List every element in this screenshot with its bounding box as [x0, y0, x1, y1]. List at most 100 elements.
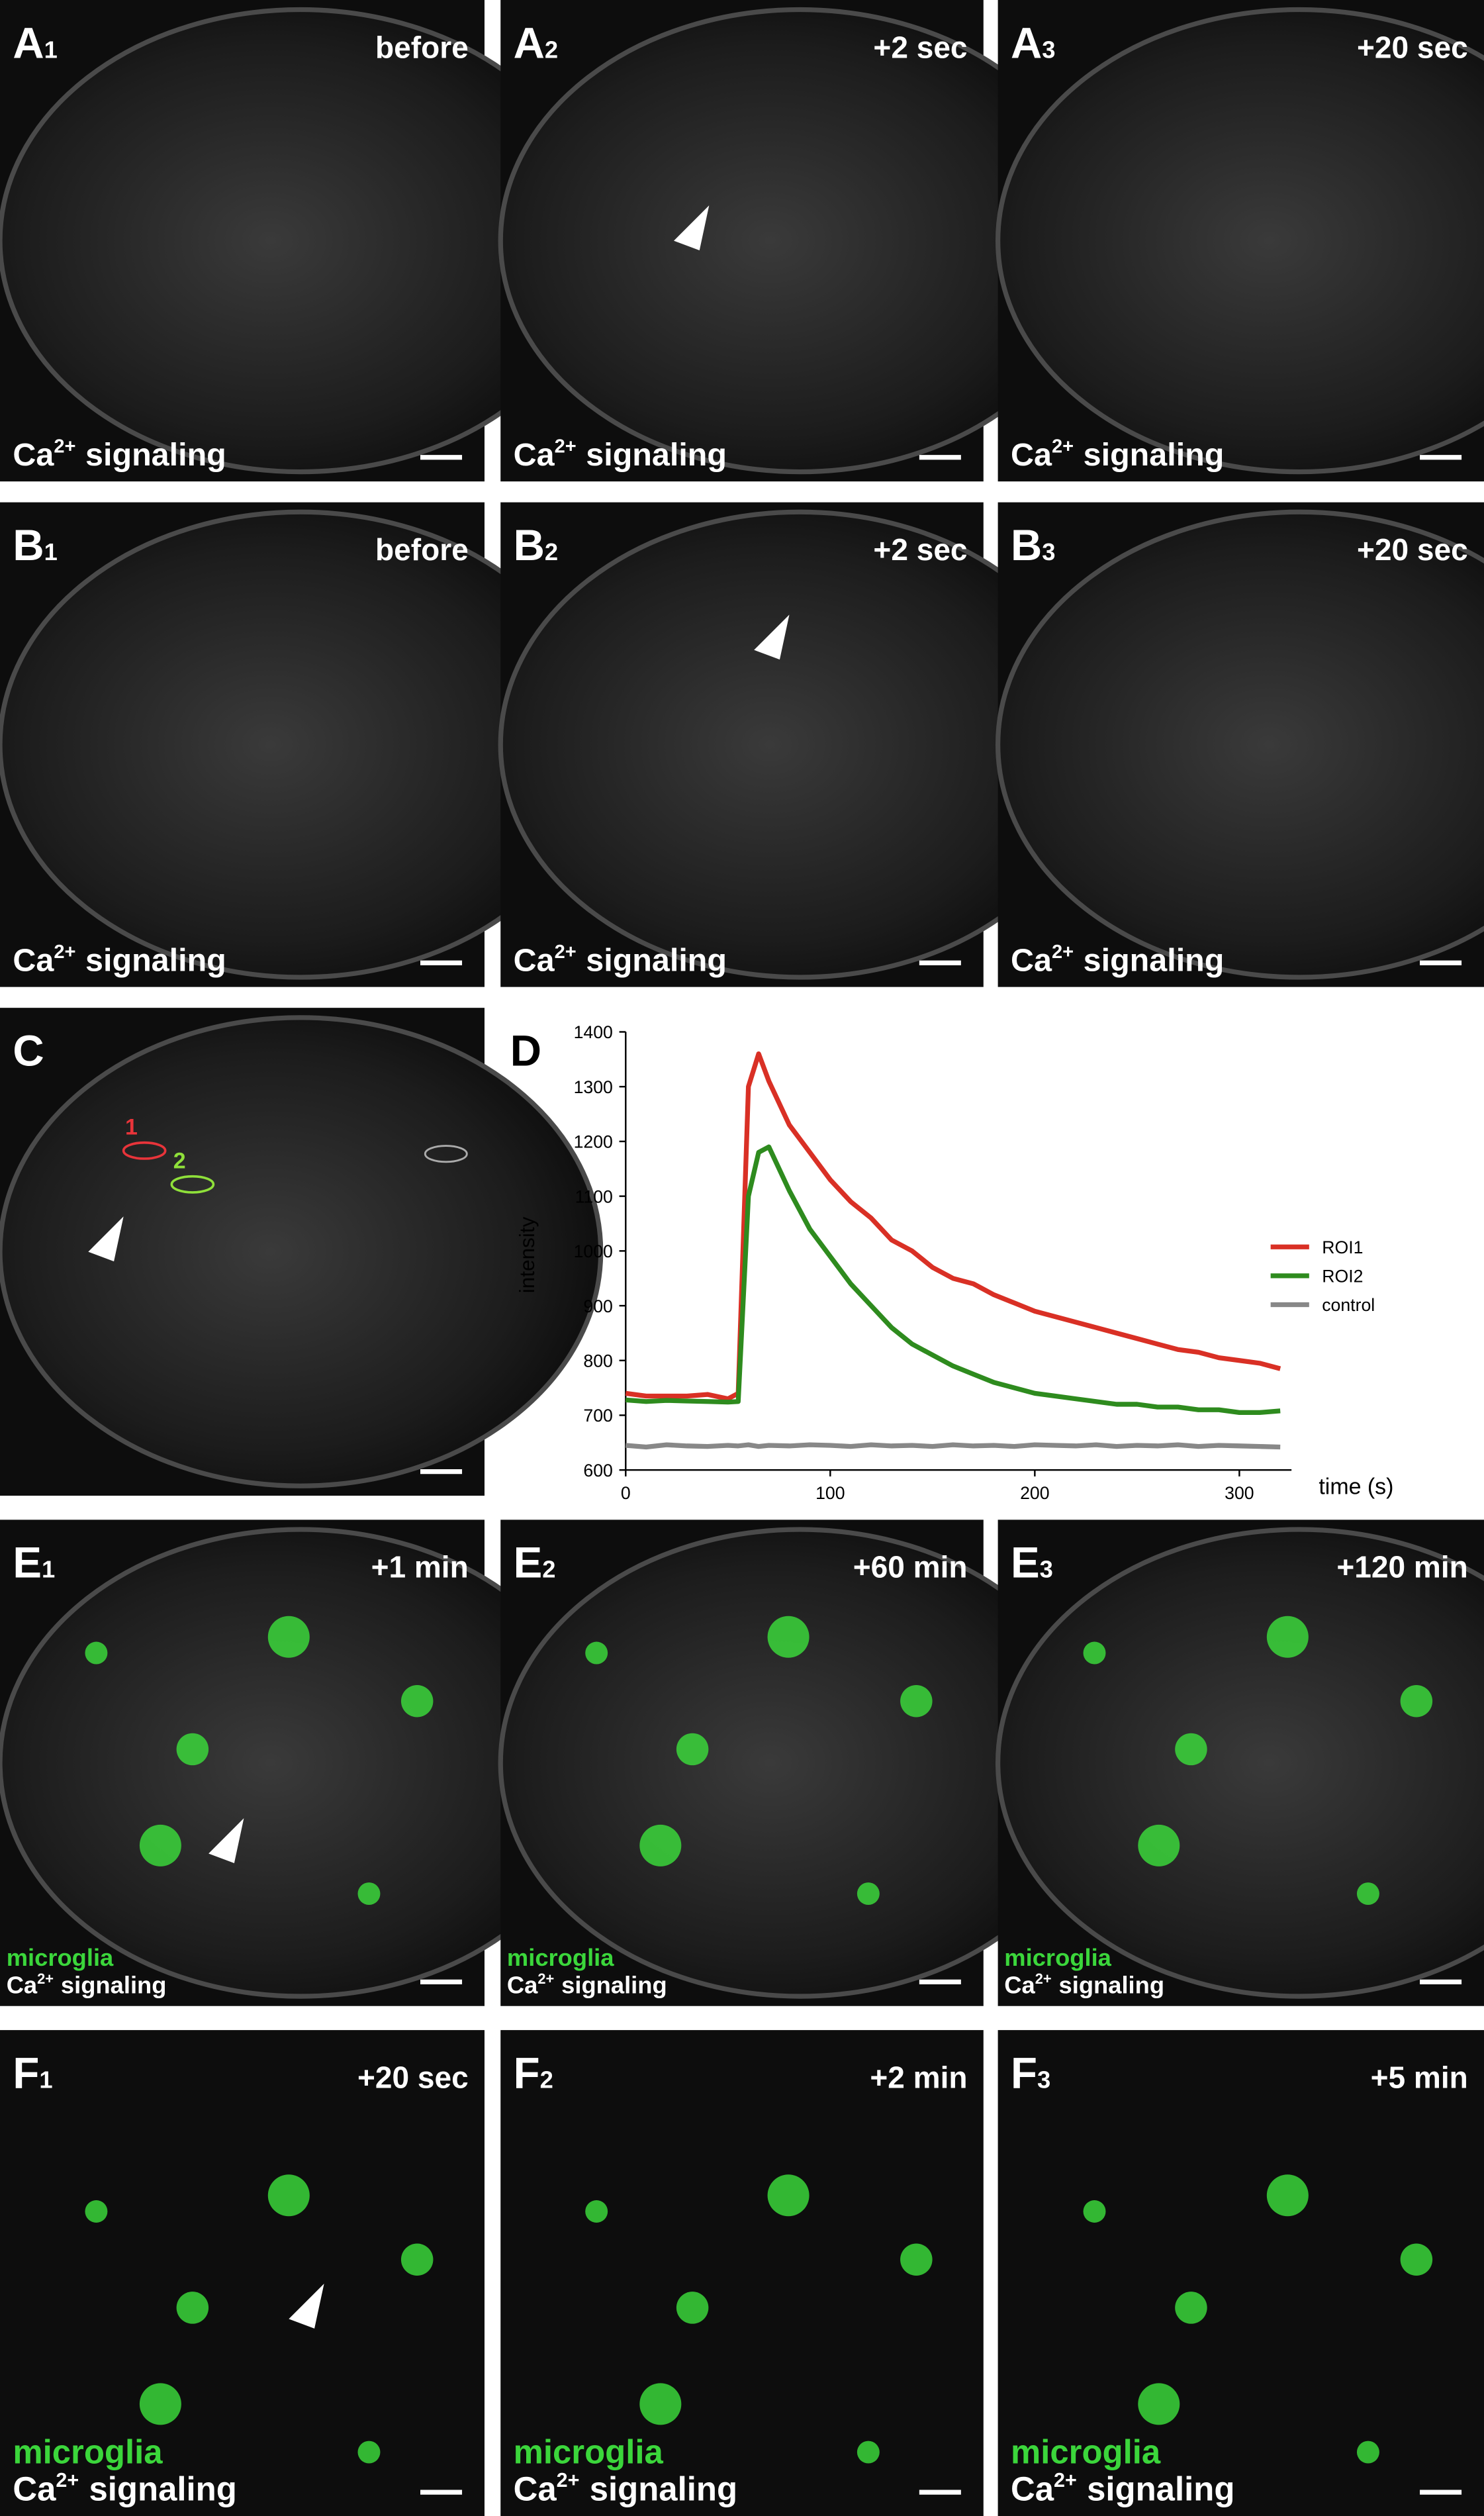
panel-index: 1: [44, 36, 58, 63]
y-tick-label: 900: [583, 1296, 612, 1316]
microglia-cell: [1356, 2441, 1379, 2464]
caption-ion: Ca: [507, 1971, 538, 1998]
panel-label: E2: [514, 1539, 556, 1587]
microglia-cell: [639, 2383, 682, 2425]
panel-index: 1: [42, 1556, 55, 1583]
caption-ion: Ca: [514, 437, 555, 473]
y-tick-label: 1200: [574, 1132, 613, 1152]
caption: Ca2+ signaling: [13, 942, 226, 978]
panel-index: 2: [545, 36, 558, 63]
caption-charge: 2+: [1035, 1970, 1052, 1987]
panel-label: A1: [13, 19, 57, 67]
series-line: [625, 1144, 1281, 1415]
caption-word: signaling: [1084, 942, 1225, 978]
time-label: +5 min: [1371, 2060, 1468, 2094]
panel-label: A3: [1011, 19, 1055, 67]
caption: Ca2+ signaling: [1011, 942, 1224, 978]
panel-letter: F: [514, 2049, 540, 2097]
micrograph: [0, 2030, 485, 2516]
panel-letter: A: [1011, 19, 1042, 67]
time-label: +2 sec: [873, 30, 967, 64]
panel: A3 +20 sec Ca2+ signaling: [996, 0, 1484, 482]
caption-charge: 2+: [537, 1970, 554, 1987]
time-label: +1 min: [371, 1550, 469, 1584]
panel-letter: A: [514, 19, 545, 67]
x-tick-label: 100: [815, 1483, 845, 1503]
caption-word: signaling: [561, 1971, 667, 1998]
microglia-cell: [585, 1641, 608, 1665]
caption: Ca2+ signaling: [514, 436, 727, 473]
caption-charge: 2+: [54, 436, 75, 458]
legend-label: ROI2: [1322, 1267, 1363, 1286]
arrowhead: [209, 1818, 244, 1864]
x-axis-label: time (s): [1319, 1475, 1393, 1500]
microglia-cell: [857, 1882, 880, 1906]
microglia-cell: [85, 2200, 108, 2223]
microglia-cell: [267, 1616, 310, 1658]
caption: Ca2+ signaling: [507, 1970, 667, 1999]
caption-ion: Ca: [7, 1971, 38, 1998]
microglia-cell: [639, 1824, 682, 1866]
caption-charge: 2+: [1054, 2469, 1077, 2492]
legend-label: ROI1: [1322, 1237, 1363, 1257]
marker-label: microglia: [1004, 1944, 1111, 1971]
microglia-cell: [1083, 2200, 1106, 2223]
panel-label: A2: [514, 19, 558, 67]
microglia-cell: [139, 2383, 181, 2425]
panel-label: F1: [13, 2049, 52, 2097]
panel-index: 3: [1040, 1556, 1053, 1583]
microglia-cell: [139, 1824, 181, 1866]
series-line: [625, 1051, 1281, 1402]
panel-label: B1: [13, 521, 57, 569]
marker-label: microglia: [13, 2433, 163, 2471]
caption: Ca2+ signaling: [1004, 1970, 1164, 1999]
panel-letter: E: [13, 1539, 42, 1587]
x-tick-label: 200: [1020, 1483, 1049, 1503]
panel: B3 +20 sec Ca2+ signaling: [996, 502, 1484, 987]
panel-label: B2: [514, 521, 558, 569]
panel: D 600 700 800 900 1000 1100 1200 1300 1400 0 100 200…: [510, 1022, 1394, 1503]
panel-index: 3: [1042, 538, 1055, 565]
y-tick-label: 1000: [574, 1241, 613, 1261]
time-label: before: [375, 30, 469, 64]
caption: Ca2+ signaling: [1011, 436, 1224, 473]
microglia-cell: [767, 2174, 810, 2217]
caption-word: signaling: [85, 942, 226, 978]
time-label: +120 min: [1336, 1550, 1467, 1584]
legend-label: control: [1322, 1295, 1375, 1315]
marker-label: microglia: [507, 1944, 614, 1971]
microglia-cell: [676, 2292, 709, 2324]
time-label: +20 sec: [1357, 532, 1468, 567]
roi-label: 1: [125, 1115, 138, 1140]
caption: Ca2+ signaling: [514, 2469, 737, 2507]
roi-outline: [170, 1175, 215, 1194]
microglia-cell: [1175, 1733, 1207, 1766]
panel-label: E1: [13, 1539, 55, 1587]
caption: Ca2+ signaling: [13, 2469, 236, 2507]
caption-word: signaling: [586, 942, 727, 978]
caption: Ca2+ signaling: [1011, 2469, 1234, 2507]
microglia-cell: [1356, 1882, 1379, 1906]
panel-label: F3: [1011, 2049, 1050, 2097]
roi-outline: [122, 1141, 167, 1160]
tissue: [0, 1015, 604, 1488]
caption-ion: Ca: [13, 942, 54, 978]
panel-letter: C: [13, 1026, 44, 1075]
panel-letter: F: [1011, 2049, 1037, 2097]
caption-word: signaling: [85, 437, 226, 473]
tissue: [996, 7, 1484, 475]
microglia-cell: [1138, 1824, 1180, 1866]
caption: Ca2+ signaling: [514, 942, 727, 978]
series-line: [625, 1442, 1281, 1450]
microglia-cell: [1266, 1616, 1309, 1658]
panel-label: B3: [1011, 521, 1055, 569]
panel-letter: B: [13, 521, 44, 569]
caption-ion: Ca: [514, 2470, 557, 2507]
